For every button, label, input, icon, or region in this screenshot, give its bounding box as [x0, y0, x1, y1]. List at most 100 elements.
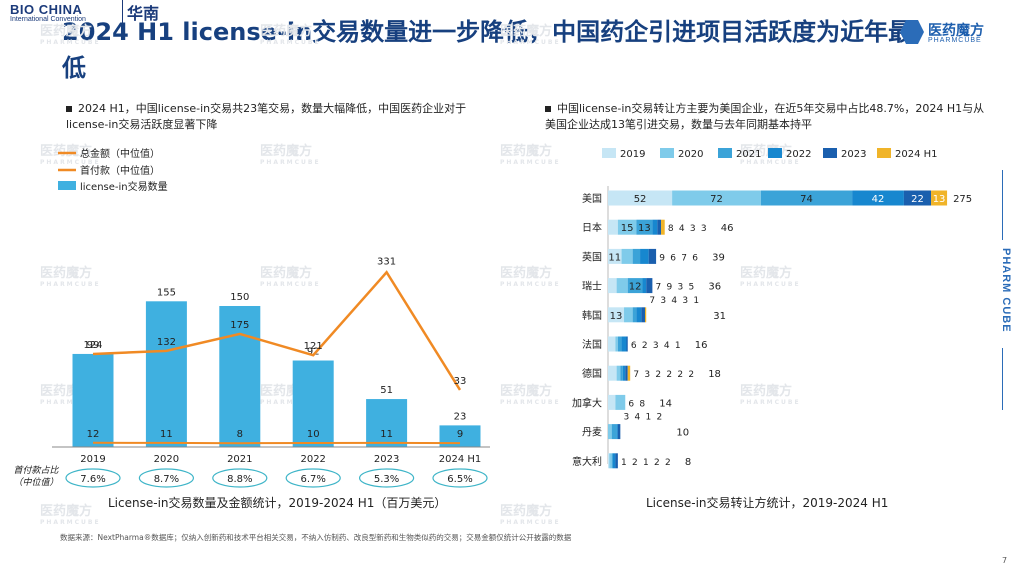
ratio-value: 5.3% [374, 474, 399, 485]
ratio-oval [359, 468, 415, 488]
country-bar-segment [636, 307, 642, 323]
country-bar-segment [612, 453, 616, 469]
segment-value-callout: 1 [693, 296, 699, 306]
bullet-square-icon [66, 106, 72, 112]
ratio-oval [138, 468, 194, 488]
count-bar [366, 399, 408, 447]
country-total: 36 [708, 282, 721, 293]
segment-value-callout: 6 [692, 253, 698, 263]
country-total: 14 [659, 398, 672, 409]
country-label: 美国 [582, 192, 602, 205]
ratio-oval [65, 468, 121, 488]
segment-value-callout: 3 [653, 341, 659, 351]
country-total: 46 [721, 223, 734, 234]
brand-subtitle: International Convention [10, 16, 86, 23]
legend-label: 2024 H1 [895, 149, 938, 160]
upfront-label: 11 [160, 429, 173, 440]
country-label: 加拿大 [572, 396, 602, 409]
country-label: 日本 [582, 221, 602, 234]
ratio-row-label: （中位值） [13, 477, 58, 488]
total-amount-label: 331 [377, 256, 396, 267]
country-total: 10 [676, 428, 689, 439]
count-bar-label: 99 [87, 340, 100, 351]
count-bar-label: 150 [230, 292, 249, 303]
total-amount-line [92, 270, 462, 391]
left-chart-caption: License-in交易数量及金额统计，2019-2024 H1（百万美元） [108, 496, 447, 510]
country-total: 8 [685, 457, 691, 468]
page-title: 2024 H1 license-in交易数量进一步降低，中国药企引进项目活跃度为… [62, 18, 913, 82]
country-bar-segment [616, 424, 618, 440]
segment-value-callout: 1 [621, 458, 627, 468]
country-bar-segment [609, 453, 612, 469]
legend-swatch [877, 148, 891, 158]
segment-value-callout: 3 [690, 224, 696, 234]
segment-value-callout: 2 [655, 370, 661, 380]
ratio-oval [212, 468, 268, 488]
right-bullet-text: 中国license-in交易转让方主要为美国企业，在近5年交易中占比48.7%，… [545, 102, 985, 131]
country-bar-segment [624, 307, 633, 323]
brand-name: BIO CHINA [10, 2, 83, 17]
country-bar-segment [617, 424, 621, 440]
segment-value-callout: 6 [631, 341, 637, 351]
legend-label-count: license-in交易数量 [80, 180, 168, 193]
country-bar-segment [621, 336, 627, 352]
segment-value-callout: 3 [682, 296, 688, 306]
brand-region: 华南 [122, 0, 159, 24]
country-label: 意大利 [572, 455, 602, 468]
country-bar-segment [621, 248, 633, 264]
segment-value: 12 [629, 282, 642, 293]
x-tick-label: 2020 [154, 454, 179, 465]
count-bar [72, 353, 114, 447]
count-bar [219, 306, 261, 447]
right-chart-caption: License-in交易转让方统计，2019-2024 H1 [646, 496, 889, 510]
bullet-square-icon [545, 106, 551, 112]
ratio-row-label: 首付款占比 [13, 465, 59, 476]
legend-label: 2023 [841, 149, 866, 160]
segment-value-callout: 2 [677, 370, 683, 380]
segment-value-callout: 5 [689, 283, 695, 293]
segment-value: 72 [710, 194, 723, 205]
country-bar-segment [608, 424, 612, 440]
country-total: 39 [712, 252, 725, 263]
segment-value: 13 [610, 311, 623, 322]
segment-value-callout: 7 [649, 296, 655, 306]
x-tick-label: 2024 H1 [439, 454, 482, 465]
country-bar-segment [622, 365, 626, 381]
segment-value-callout: 4 [671, 296, 677, 306]
legend-label-total: 总金额（中位值） [80, 147, 160, 160]
segment-value-callout: 2 [654, 458, 660, 468]
page-number: 7 [1002, 556, 1008, 565]
country-bar-segment [611, 453, 613, 469]
country-bar-segment [611, 424, 617, 440]
pharmcube-hexagon-icon [900, 20, 924, 44]
country-label: 英国 [582, 250, 602, 263]
country-bar-segment [648, 248, 657, 264]
upfront-label: 8 [237, 429, 243, 440]
ratio-oval [285, 468, 341, 488]
country-bar-segment [632, 248, 641, 264]
segment-value-callout: 6 [670, 253, 676, 263]
segment-value-callout: 2 [666, 370, 672, 380]
count-bar [292, 360, 334, 447]
segment-value-callout: 2 [632, 458, 638, 468]
side-brand: PHARM CUBE [994, 170, 1012, 410]
side-divider [1002, 348, 1003, 410]
country-bar-segment [627, 365, 631, 381]
total-amount-label: 124 [83, 340, 102, 351]
ratio-oval [432, 468, 488, 488]
country-total: 31 [713, 311, 726, 322]
country-bar-segment [931, 190, 948, 206]
country-bar-segment [646, 278, 653, 294]
legend-swatch [768, 148, 782, 158]
country-bar-segment [627, 278, 643, 294]
country-bar-segment [608, 307, 625, 323]
country-bar-segment [608, 278, 617, 294]
left-bullet: 2024 H1，中国license-in交易共23笔交易，数量大幅降低，中国医药… [66, 101, 506, 133]
total-amount-label: 121 [304, 341, 323, 352]
count-bar [439, 425, 481, 447]
ratio-value: 8.7% [154, 474, 179, 485]
count-bar [145, 301, 187, 447]
country-bar-segment [903, 190, 932, 206]
country-bar-segment [616, 365, 621, 381]
country-label: 瑞士 [582, 280, 602, 293]
